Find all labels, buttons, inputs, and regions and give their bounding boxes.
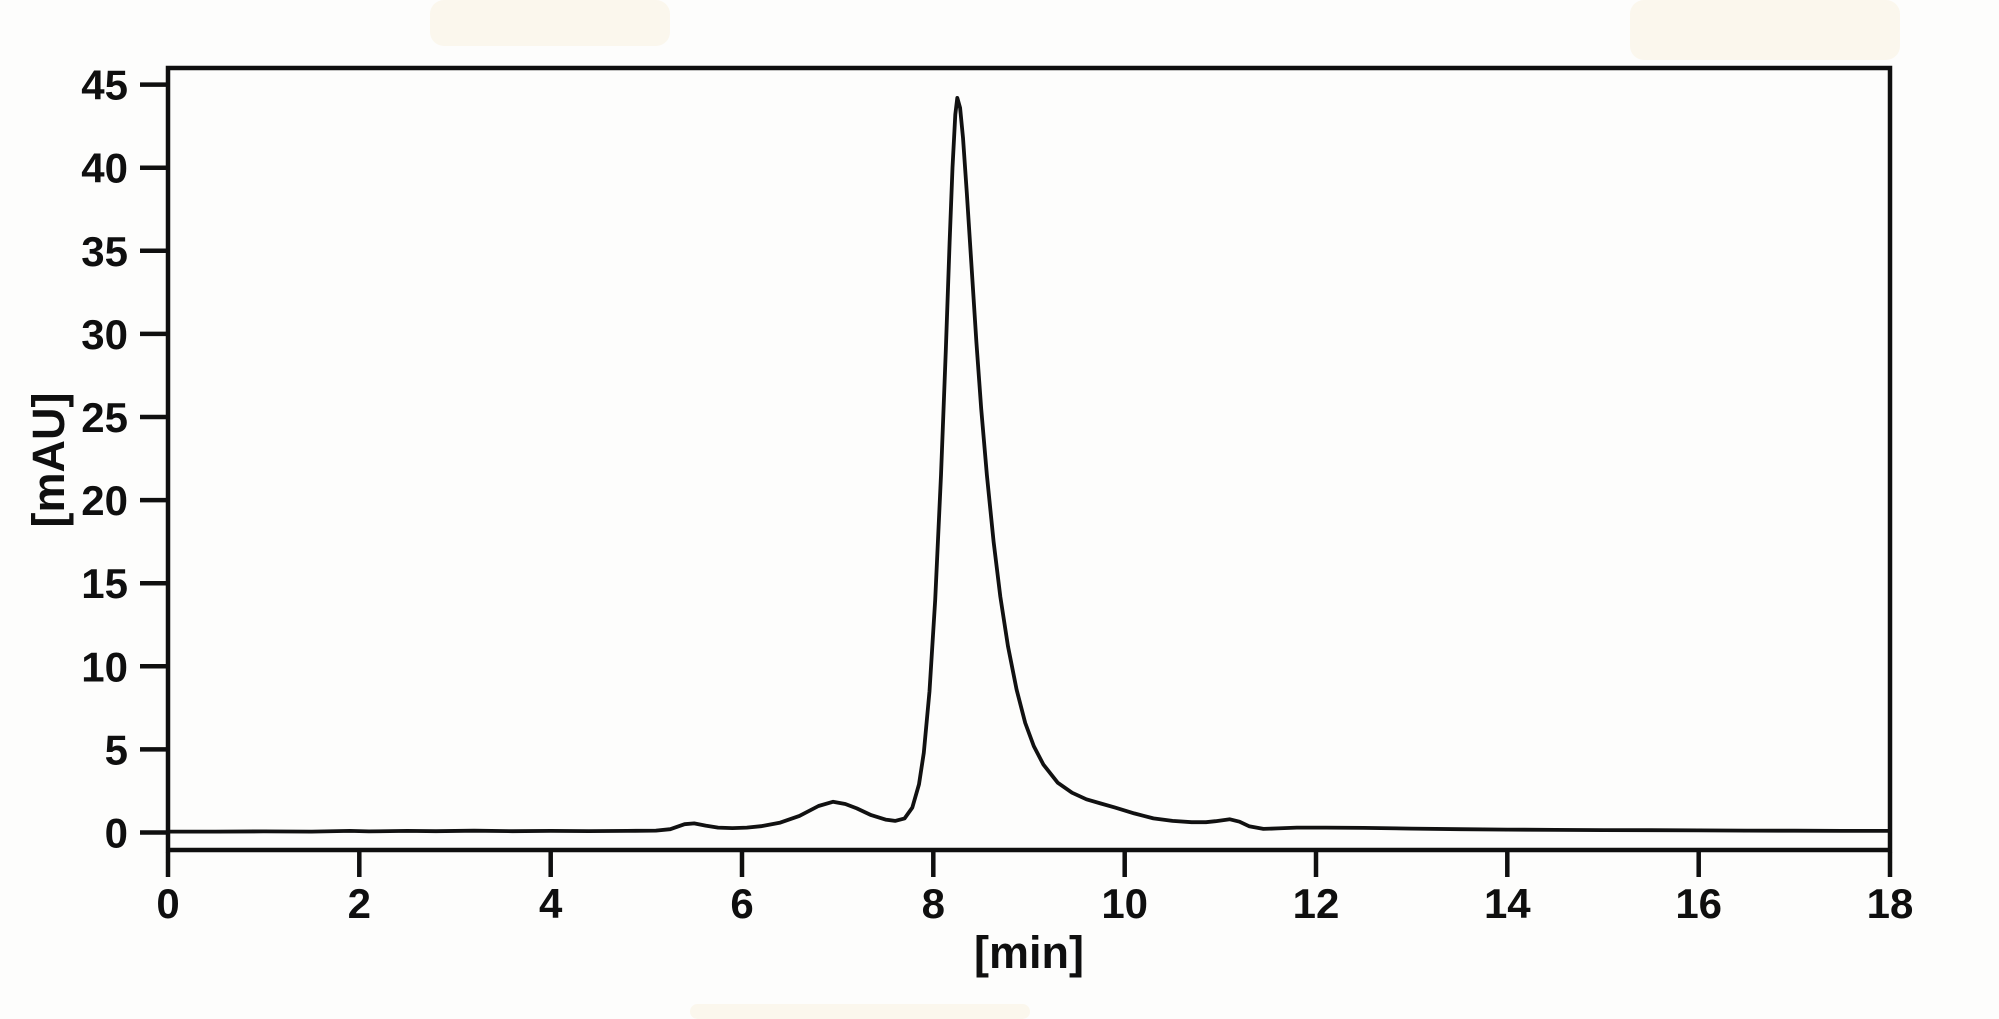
x-tick-label: 16: [1675, 880, 1722, 927]
y-tick-label: 40: [81, 145, 128, 192]
x-axis-title: [min]: [974, 927, 1084, 978]
x-tick-label: 0: [156, 880, 179, 927]
plot-frame: [165, 65, 1893, 853]
y-tick-label: 20: [81, 477, 128, 524]
y-tick-label: 10: [81, 643, 128, 690]
y-tick-label: 5: [105, 726, 128, 773]
plot-content: 0 5 10 15 20 25 30 35 40 45 0 2 4 6 8 10 12 14 16 18: [81, 62, 1913, 927]
x-tick-label: 6: [730, 880, 753, 927]
y-tick-label: 30: [81, 311, 128, 358]
x-tick-label: 12: [1293, 880, 1340, 927]
x-tick-label: 10: [1101, 880, 1148, 927]
x-tick-label: 18: [1867, 880, 1914, 927]
chromatogram-trace: [166, 96, 1892, 834]
y-tick-label: 25: [81, 394, 128, 441]
x-tick-label: 8: [922, 880, 945, 927]
x-tick-label: 14: [1484, 880, 1531, 927]
y-tick-label: 35: [81, 228, 128, 275]
y-tick-label: 15: [81, 560, 128, 607]
x-tick-label: 2: [348, 880, 371, 927]
y-tick-label: 45: [81, 62, 128, 109]
y-axis-title: [mAU]: [23, 393, 74, 528]
y-tick-label: 0: [105, 810, 128, 857]
x-tick-label: 4: [539, 880, 563, 927]
